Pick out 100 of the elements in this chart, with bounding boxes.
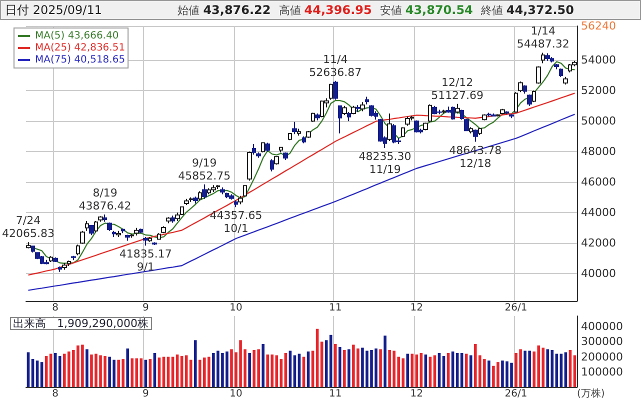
candlestick [252, 143, 256, 156]
candlestick [360, 102, 365, 112]
y-tick-label: 200000 [581, 350, 623, 364]
candlestick [482, 114, 487, 121]
candlestick [211, 184, 216, 193]
bar [488, 360, 490, 387]
candlestick [351, 105, 356, 115]
candlestick [338, 105, 342, 134]
candlestick [478, 127, 482, 136]
candlestick [107, 222, 112, 232]
candlestick [171, 215, 175, 224]
candlestick [220, 186, 225, 195]
legend-label: MA(25) 42,836.51 [35, 42, 126, 54]
bar [348, 349, 350, 387]
bar [334, 344, 337, 387]
x-tick-label: 10 [230, 302, 242, 314]
candlestick [288, 132, 292, 141]
candlestick [469, 126, 473, 134]
x-tick-label: 10 [230, 388, 242, 399]
candlestick [238, 195, 243, 205]
candlestick [365, 96, 369, 105]
candlestick [103, 214, 107, 222]
candlestick [157, 232, 161, 240]
text: 高値 44,396.95 [278, 3, 372, 17]
candlestick [473, 129, 478, 142]
candlestick [35, 252, 40, 260]
y-tick-label: 48000 [581, 145, 616, 158]
candlestick [98, 216, 103, 222]
y-tick-label: 54000 [581, 54, 616, 67]
candlestick [234, 200, 238, 208]
text: 終値 44,372.50 [480, 3, 574, 17]
x-tick-label: 11 [329, 302, 342, 314]
bar [546, 349, 550, 387]
candlestick [283, 152, 288, 160]
y-tick-label: 50000 [581, 114, 616, 128]
candlestick [274, 156, 279, 166]
candlestick [270, 158, 274, 172]
candlestick [491, 113, 496, 118]
text: 安値 43,870.54 [380, 3, 473, 17]
bar [126, 348, 130, 387]
x-tick-label: 8 [52, 302, 59, 314]
candlestick [464, 118, 469, 132]
y-tick-label: 40000 [581, 267, 616, 280]
x-tick-label: 26/1 [504, 388, 528, 399]
candlestick [333, 80, 338, 100]
candlestick [53, 256, 58, 262]
candlestick [563, 76, 568, 86]
candlestick [89, 224, 94, 236]
annotation: 48235.30 11/19 [358, 150, 412, 176]
x-tick-label: 8 [52, 388, 59, 399]
bar [379, 349, 382, 387]
x-tick-label: 26/1 [504, 302, 528, 314]
legend-label: MA(5) 43,666.40 [35, 30, 119, 42]
x-tick-label: 11 [329, 388, 342, 399]
bar [262, 344, 265, 387]
text: 始値 43,876.22 [178, 3, 271, 17]
candlestick [265, 142, 270, 152]
candlestick [523, 84, 527, 94]
y-tick-label: 46000 [581, 176, 616, 189]
candlestick [116, 230, 121, 238]
candlestick [527, 94, 532, 106]
bar [406, 354, 410, 387]
bar [384, 336, 386, 387]
candlestick [134, 227, 139, 236]
candlestick [306, 130, 311, 138]
annotation: 12/12 51127.69 [431, 76, 484, 102]
candlestick [80, 230, 85, 244]
candlestick [356, 104, 360, 112]
annotation: 44357.65 10/1 [210, 209, 262, 236]
candlestick [545, 52, 550, 62]
candlestick [347, 111, 351, 122]
candlestick [559, 68, 563, 78]
candlestick [161, 226, 166, 234]
candlestick [58, 266, 62, 272]
candlestick [85, 220, 89, 232]
candlestick [121, 228, 125, 234]
candlestick [292, 121, 297, 135]
candlestick [71, 255, 76, 261]
x-tick-label: 12 [410, 302, 424, 314]
candlestick [143, 236, 148, 246]
candlestick [423, 122, 428, 131]
candlestick [247, 151, 252, 182]
candlestick [387, 113, 392, 142]
candlestick [256, 152, 261, 158]
candlestick [455, 103, 460, 114]
candlestick [26, 242, 31, 249]
bar [36, 360, 39, 387]
candlestick [342, 105, 347, 116]
x-tick-label: 12 [410, 388, 424, 399]
bar [266, 354, 270, 387]
chart-title: 日付 2025/09/11 [5, 2, 102, 19]
bar [338, 346, 342, 387]
candlestick [76, 244, 80, 256]
candlestick [541, 52, 545, 64]
candlestick [152, 242, 157, 246]
bar [58, 356, 62, 387]
candlestick [62, 262, 67, 270]
candlestick [31, 246, 35, 254]
chart-title: 出来高 1,909,290,000株 [13, 317, 148, 330]
candlestick [297, 128, 301, 136]
